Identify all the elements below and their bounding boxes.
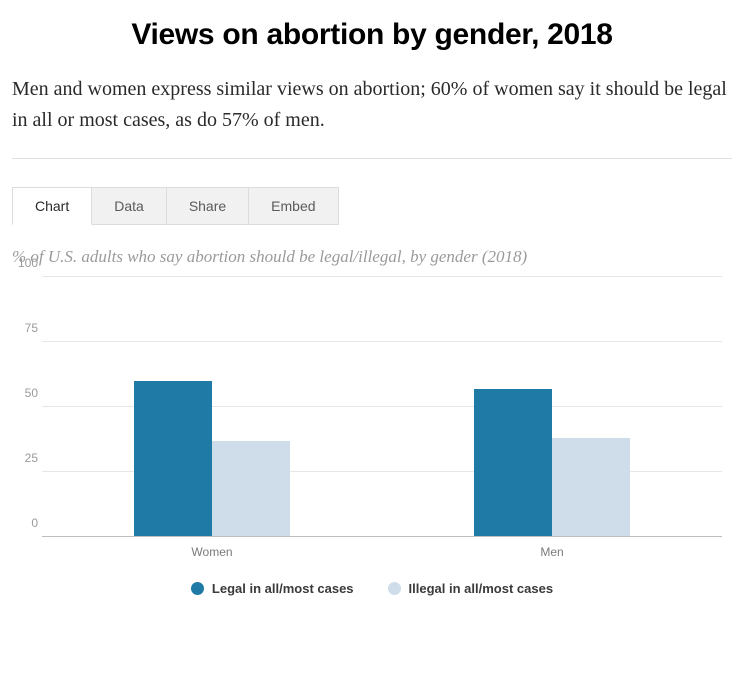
legend-swatch [388,582,401,595]
tab-share[interactable]: Share [167,187,249,225]
chart-panel: % of U.S. adults who say abortion should… [12,247,732,596]
baseline [42,536,722,537]
bar [134,381,212,537]
x-axis-labels: WomenMen [42,545,722,559]
legend-label: Legal in all/most cases [212,581,354,596]
bar-group [42,277,382,537]
x-tick-label: Women [42,545,382,559]
chart-legend: Legal in all/most cases Illegal in all/mo… [12,581,732,596]
x-tick-label: Men [382,545,722,559]
chart-subtitle: % of U.S. adults who say abortion should… [12,247,732,267]
page-title: Views on abortion by gender, 2018 [12,18,732,52]
bar-group [382,277,722,537]
divider [12,158,732,159]
bar [212,441,290,537]
bar [552,438,630,537]
y-tick-label: 50 [12,386,38,400]
legend-label: Illegal in all/most cases [409,581,554,596]
tab-data[interactable]: Data [92,187,167,225]
y-tick-label: 100 [12,256,38,270]
y-tick-label: 0 [12,516,38,530]
y-tick-label: 25 [12,451,38,465]
chart-plot: 0255075100 [42,277,722,537]
legend-item: Illegal in all/most cases [388,581,554,596]
bar [474,389,552,537]
tab-bar: Chart Data Share Embed [12,187,732,225]
legend-swatch [191,582,204,595]
description: Men and women express similar views on a… [12,74,732,136]
tab-embed[interactable]: Embed [249,187,338,225]
tab-chart[interactable]: Chart [12,187,92,225]
y-tick-label: 75 [12,321,38,335]
legend-item: Legal in all/most cases [191,581,354,596]
